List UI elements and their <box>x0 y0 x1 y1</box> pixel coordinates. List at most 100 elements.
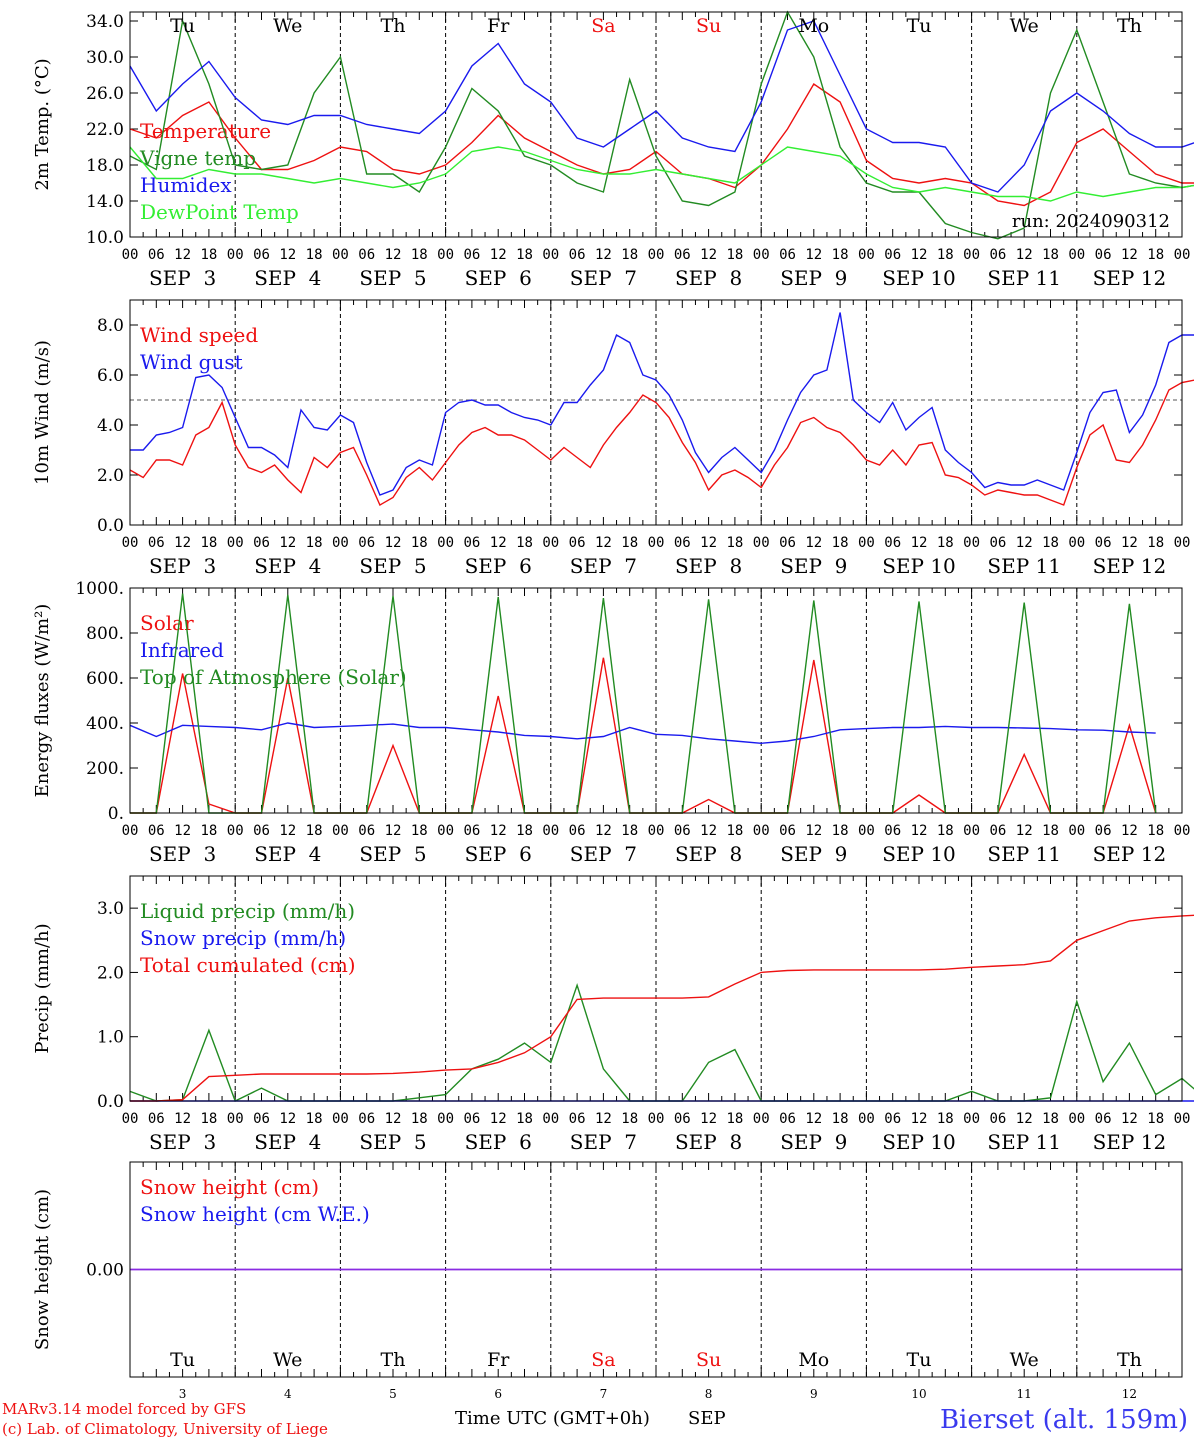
hour-tick-label: 18 <box>200 823 217 839</box>
hour-tick-label: 06 <box>674 823 691 839</box>
hour-tick-label: 00 <box>542 823 559 839</box>
hour-tick-label: 12 <box>279 1111 296 1127</box>
hour-tick-label: 00 <box>1068 823 1085 839</box>
hour-tick-label: 00 <box>122 823 139 839</box>
hour-tick-label: 18 <box>516 1111 533 1127</box>
hour-tick-label: 12 <box>1016 247 1033 263</box>
y-tick-label: 0.0 <box>97 516 124 536</box>
hour-tick-label: 18 <box>1042 1111 1059 1127</box>
hour-tick-label: 06 <box>674 535 691 551</box>
date-label: SEP 11 <box>987 1130 1061 1154</box>
date-label: SEP 12 <box>1093 554 1167 578</box>
date-label: SEP 8 <box>675 1130 742 1154</box>
hour-tick-label: 18 <box>937 535 954 551</box>
day-number-label: 11 <box>1017 1387 1032 1401</box>
hour-tick-label: 06 <box>569 1111 586 1127</box>
y-tick-label: 10.0 <box>86 228 124 248</box>
hour-tick-label: 12 <box>1121 1111 1138 1127</box>
hour-tick-label: 06 <box>674 247 691 263</box>
hour-tick-label: 18 <box>937 247 954 263</box>
legend-entry: Wind gust <box>140 350 243 374</box>
y-tick-label: 800. <box>86 624 124 644</box>
precip-series-line <box>129 983 1194 1102</box>
y-tick-label: 0. <box>108 804 124 824</box>
hour-tick-label: 18 <box>621 823 638 839</box>
hour-tick-label: 06 <box>148 535 165 551</box>
energy-panel: 0. 200. 400. 600. 800. 1000. Energy fluxes (W/… <box>32 579 1190 866</box>
date-label: SEP 12 <box>1093 842 1167 866</box>
date-label: SEP 12 <box>1093 266 1167 290</box>
hour-tick-label: 00 <box>227 535 244 551</box>
hour-tick-label: 00 <box>648 823 665 839</box>
hour-tick-label: 18 <box>516 247 533 263</box>
hour-tick-label: 18 <box>516 823 533 839</box>
hour-tick-label: 18 <box>1042 535 1059 551</box>
hour-tick-label: 12 <box>805 247 822 263</box>
date-label: SEP 5 <box>359 266 426 290</box>
day-abbr-label: We <box>273 15 302 37</box>
day-number-label: 4 <box>284 1387 292 1401</box>
hour-tick-label: 18 <box>832 247 849 263</box>
y-axis-label: 2m Temp. (°C) <box>32 58 53 190</box>
date-label: SEP 4 <box>254 554 321 578</box>
hour-tick-label: 06 <box>148 247 165 263</box>
hour-tick-label: 18 <box>200 1111 217 1127</box>
day-abbr-label: Th <box>381 1349 406 1371</box>
hour-tick-label: 00 <box>542 1111 559 1127</box>
hour-tick-label: 06 <box>1095 1111 1112 1127</box>
hour-tick-label: 12 <box>1121 535 1138 551</box>
day-abbr-label: We <box>1010 1349 1039 1371</box>
date-label: SEP 6 <box>465 554 532 578</box>
y-tick-label: 2.0 <box>97 963 124 983</box>
hour-tick-label: 00 <box>753 535 770 551</box>
hour-tick-label: 18 <box>1147 823 1164 839</box>
day-abbr-label: Tu <box>907 1349 932 1371</box>
day-abbr-label: Sa <box>591 15 615 37</box>
hour-tick-label: 00 <box>648 247 665 263</box>
legend-entry: Wind speed <box>140 323 258 347</box>
precip-panel: 0.0 1.0 2.0 3.0 Precip (mm/h) Liquid precip (… <box>32 875 1194 1154</box>
hour-tick-label: 18 <box>306 247 323 263</box>
hour-tick-label: 00 <box>437 823 454 839</box>
hour-tick-label: 12 <box>385 247 402 263</box>
temperature-series-line <box>129 20 1194 193</box>
wind-series-line <box>130 312 1194 496</box>
date-label: SEP 9 <box>780 554 847 578</box>
temperature-series-line <box>129 82 1194 207</box>
hour-tick-label: 00 <box>753 247 770 263</box>
y-axis-label: Precip (mm/h) <box>32 923 53 1053</box>
hour-tick-label: 06 <box>463 247 480 263</box>
hour-tick-label: 06 <box>358 535 375 551</box>
credit-line-1: MARv3.14 model forced by GFS <box>2 1400 246 1418</box>
y-tick-label: 26.0 <box>86 84 124 104</box>
hour-tick-label: 00 <box>332 823 349 839</box>
hour-tick-label: 00 <box>437 247 454 263</box>
hour-tick-label: 06 <box>1095 535 1112 551</box>
wind-panel: 0.0 2.0 4.0 6.0 8.0 10m Wind (m/s) Wind speed W… <box>32 299 1194 578</box>
hour-tick-label: 12 <box>490 1111 507 1127</box>
hour-tick-label: 00 <box>332 247 349 263</box>
legend-entry: Top of Atmosphere (Solar) <box>140 665 407 689</box>
hour-tick-label: 12 <box>490 535 507 551</box>
day-abbr-label: Th <box>381 15 406 37</box>
day-abbr-label: Fr <box>487 15 510 37</box>
y-axis-label: 10m Wind (m/s) <box>32 340 53 485</box>
hour-tick-label: 12 <box>595 247 612 263</box>
y-tick-label: 30.0 <box>86 48 124 68</box>
hour-tick-label: 00 <box>227 247 244 263</box>
hour-tick-label: 00 <box>648 535 665 551</box>
date-label: SEP 10 <box>882 1130 956 1154</box>
date-label: SEP 11 <box>987 266 1061 290</box>
hour-tick-label: 18 <box>1147 535 1164 551</box>
hour-tick-label: 00 <box>1174 247 1191 263</box>
day-number-label: 3 <box>179 1387 187 1401</box>
y-tick-label: 8.0 <box>97 316 124 336</box>
legend-entry: DewPoint Temp <box>140 200 299 224</box>
hour-tick-label: 00 <box>122 1111 139 1127</box>
y-axis-label: Snow height (cm) <box>32 1189 53 1350</box>
y-tick-label: 4.0 <box>97 416 124 436</box>
hour-tick-label: 12 <box>174 823 191 839</box>
legend-entry: Vigne temp <box>139 146 256 170</box>
date-label: SEP 3 <box>149 266 216 290</box>
